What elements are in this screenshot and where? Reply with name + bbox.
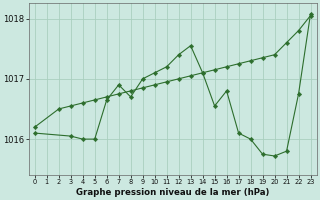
X-axis label: Graphe pression niveau de la mer (hPa): Graphe pression niveau de la mer (hPa)	[76, 188, 269, 197]
